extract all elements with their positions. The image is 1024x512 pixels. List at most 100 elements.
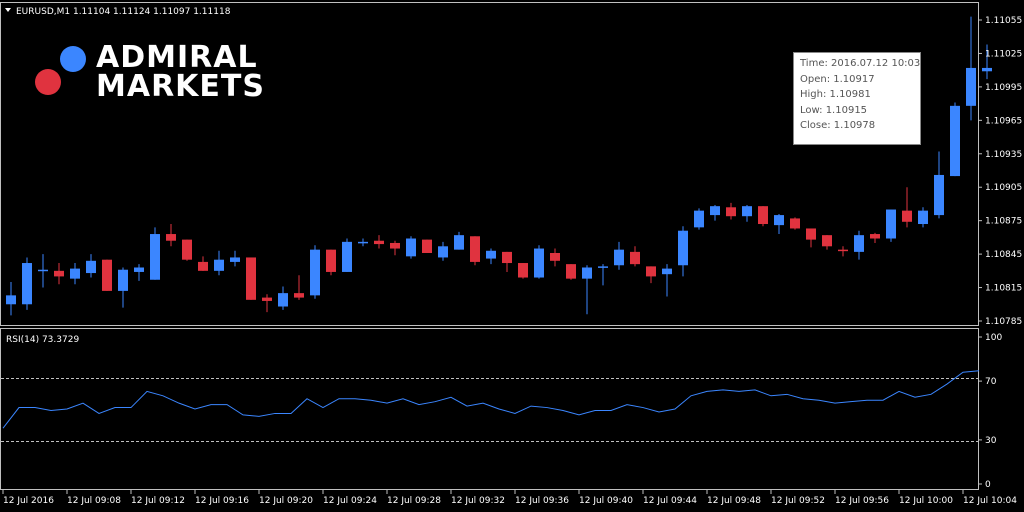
candle-body [182,239,192,260]
time-tick-label: 12 Jul 09:24 [323,496,377,506]
candle [726,202,736,220]
tooltip-time: Time: 2016.07.12 10:03 [800,58,921,69]
candle [934,151,944,219]
price-tick-label: 1.10905 [985,183,1022,193]
rsi-tick-label: 100 [985,333,1002,343]
candle [342,238,352,272]
candle [294,275,304,300]
candle-body [342,241,352,272]
candle-body [502,251,512,264]
candle-body [102,259,112,291]
candle [326,249,336,276]
candle [566,264,576,280]
candle-body [950,105,960,177]
candle-body [934,174,944,216]
candle [470,236,480,266]
logo-red-dot-icon [35,69,61,95]
candle [854,230,864,260]
candle-body [518,263,528,278]
candle [54,263,64,285]
price-tick-label: 1.11055 [985,16,1022,26]
candle [886,209,896,242]
time-tick-label: 12 Jul 2016 [3,496,54,506]
time-tick-label: 12 Jul 09:08 [67,496,121,506]
candle-body [118,269,128,291]
candle [438,241,448,261]
candle-body [854,235,864,252]
candle [694,208,704,230]
tooltip-close: Close: 1.10978 [800,120,876,131]
candle-body [598,266,608,268]
time-tick-label: 12 Jul 09:48 [707,496,761,506]
time-tick-label: 12 Jul 09:36 [515,496,569,506]
candle [918,207,928,228]
candle-body [678,230,688,266]
candle [390,240,400,256]
candle [102,259,112,291]
candle [870,232,880,243]
candle [358,238,368,247]
candle-body [6,295,16,305]
candle [950,102,960,177]
candle-body [438,246,448,258]
candle [758,206,768,227]
candle [454,231,464,250]
candle [38,254,48,288]
candle [630,246,640,267]
time-tick-label: 12 Jul 09:20 [259,496,313,506]
candle [966,16,976,121]
candle-body [166,234,176,241]
candle-body [566,264,576,279]
rsi-line [2,370,980,429]
candle-body [806,228,816,240]
candle [374,235,384,249]
candle [582,265,592,315]
candle-body [246,257,256,300]
candle-body [822,235,832,247]
candle [534,245,544,279]
candle [662,264,672,297]
candle-body [470,236,480,262]
candle-body [406,238,416,257]
candle-body [790,218,800,229]
candle-body [214,259,224,271]
tooltip-open: Open: 1.10917 [800,73,875,85]
dropdown-arrow-icon[interactable] [5,8,11,12]
candle-body [982,67,992,72]
candle [134,264,144,281]
candle [742,205,752,222]
time-tick-label: 12 Jul 09:28 [387,496,441,506]
rsi-axis: 100 70 30 0 [978,333,1002,490]
time-tick-label: 12 Jul 09:56 [835,496,889,506]
candle-body [710,206,720,216]
candle-body [70,268,80,279]
price-tick-label: 1.10815 [985,284,1022,294]
admiral-markets-logo: ADMIRAL MARKETS [35,40,265,104]
candle-body [582,267,592,279]
candle-body [902,210,912,222]
candle [150,227,160,280]
logo-line1: ADMIRAL [96,40,258,75]
candle [646,266,656,284]
candle [710,205,720,221]
tooltip-high: High: 1.10981 [800,89,871,100]
tooltip-low: Low: 1.10915 [800,104,868,116]
candle [406,236,416,259]
logo-line2: MARKETS [96,69,265,104]
candle [22,257,32,310]
time-tick-label: 12 Jul 09:52 [771,496,825,506]
candle-body [422,239,432,253]
candle-body [486,250,496,259]
candle [278,286,288,310]
rsi-tick-label: 70 [985,377,997,387]
candle [70,263,80,285]
candle-body [758,206,768,225]
candle [198,256,208,271]
price-tick-label: 1.10875 [985,217,1022,227]
candle-body [886,209,896,239]
candle-body [22,263,32,305]
candle-body [310,249,320,296]
logo-blue-dot-icon [60,46,86,72]
candle-body [230,257,240,262]
